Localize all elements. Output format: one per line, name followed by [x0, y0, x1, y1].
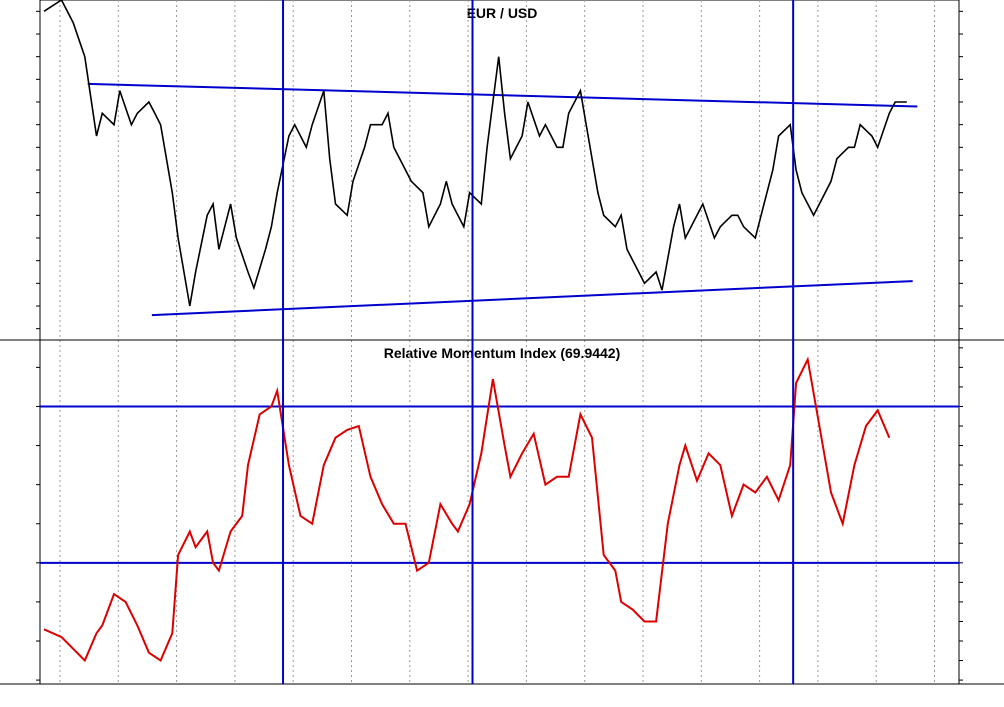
eurusd-panel: EUR / USD: [36, 0, 963, 341]
trendline: [151, 280, 913, 317]
upper-chart-title: EUR / USD: [467, 5, 538, 21]
upper-plot-frame: [39, 0, 960, 341]
lower-plot-frame: [39, 339, 960, 685]
eurusd-price-line: [43, 0, 907, 307]
rmi-panel: Relative Momentum Index (69.9442): [36, 339, 963, 685]
rmi-line: [43, 356, 891, 663]
lower-chart-title: Relative Momentum Index (69.9442): [384, 345, 621, 361]
